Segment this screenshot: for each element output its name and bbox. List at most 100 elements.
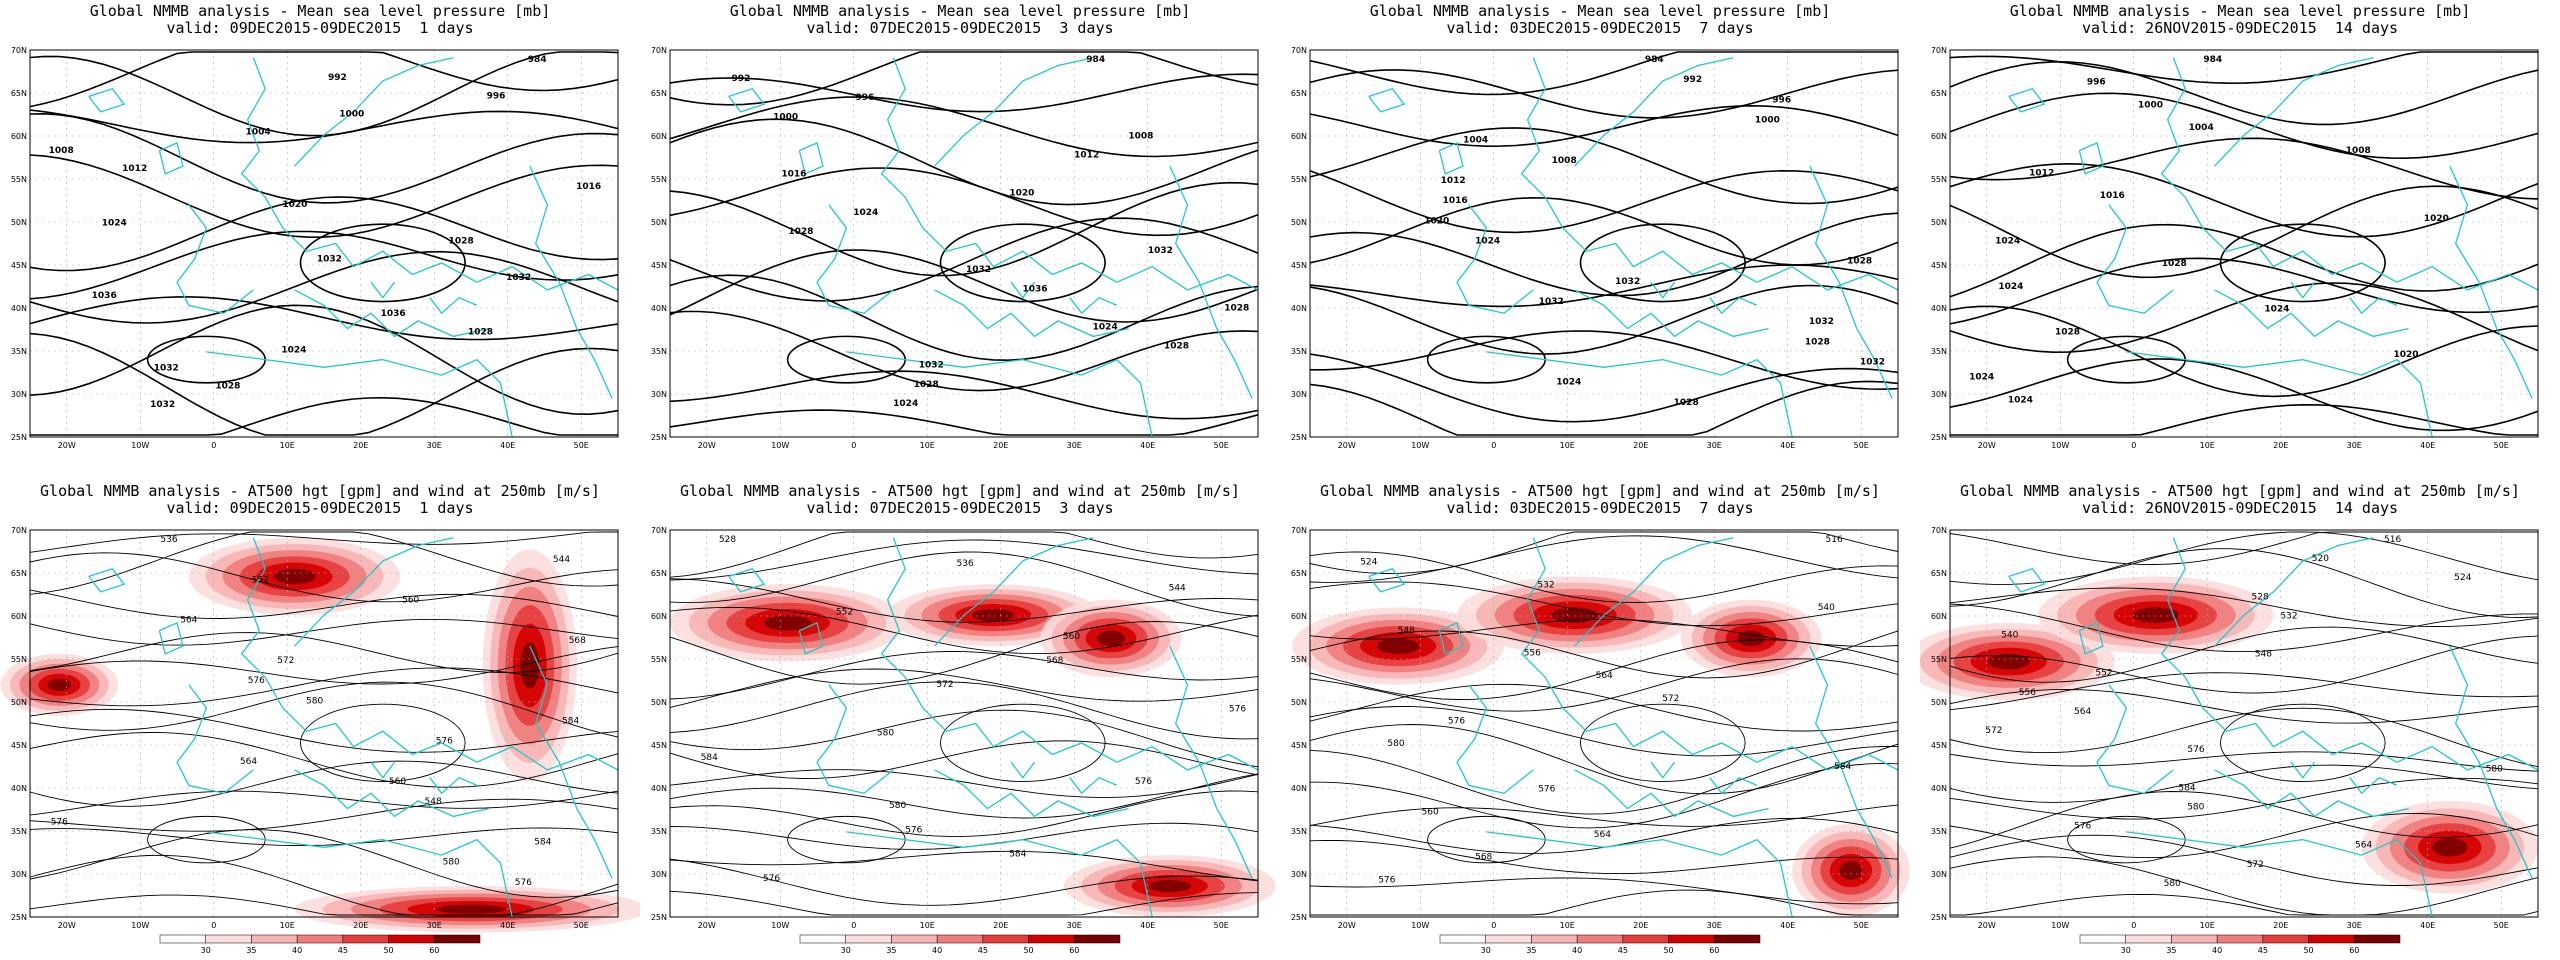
isoline: [1949, 548, 2539, 618]
isoline: [1310, 330, 1899, 391]
lat-tick-label: 30N: [11, 390, 27, 399]
coastline: [529, 645, 613, 879]
isoline: [1309, 746, 1899, 815]
contour-label: 1028: [1674, 398, 1699, 408]
lon-tick-label: 30E: [1067, 921, 1082, 930]
coastline: [2290, 281, 2316, 299]
lat-tick-label: 35N: [651, 827, 667, 836]
isoline: [669, 551, 1259, 617]
contour-label: 580: [2164, 879, 2181, 889]
wind-shade-band: [520, 642, 540, 689]
lon-tick-label: 20W: [58, 921, 76, 930]
lat-tick-label: 65N: [651, 569, 667, 578]
isoline: [669, 217, 1259, 302]
isoline: [29, 827, 619, 846]
lon-tick-label: 10E: [2200, 921, 2215, 930]
coastline: [2449, 645, 2533, 879]
lon-tick-label: 40E: [500, 441, 515, 450]
contour-label: 576: [1135, 777, 1152, 787]
lat-tick-label: 60N: [1291, 132, 1307, 141]
lon-tick-label: 10W: [1411, 921, 1429, 930]
coastline: [1438, 141, 1464, 175]
colorbar-label: 30: [2121, 946, 2131, 955]
coastline: [2214, 537, 2374, 647]
lat-tick-label: 60N: [651, 132, 667, 141]
lon-tick-label: 20E: [2273, 921, 2288, 930]
isoline: [1309, 51, 1898, 96]
lat-tick-label: 40N: [651, 304, 667, 313]
map-frame: [1949, 49, 2539, 438]
isoline: [1309, 104, 1899, 148]
contour-label: 1008: [1552, 156, 1577, 166]
isoline: [1309, 706, 1899, 757]
lon-tick-label: 0: [211, 441, 216, 450]
contour-lines: [1309, 531, 1899, 916]
lat-tick-label: 40N: [1291, 784, 1307, 793]
colorbar-swatch: [1622, 934, 1669, 944]
isoline: [29, 790, 619, 816]
wind-shade-band: [1987, 653, 2030, 670]
isoline: [29, 196, 619, 272]
contour-label: 548: [425, 797, 442, 807]
lon-tick-label: 50E: [1854, 921, 1869, 930]
contour-label: 544: [553, 555, 570, 565]
contour-label: 1004: [246, 128, 271, 138]
contour-label: 1008: [1128, 131, 1153, 141]
lat-tick-label: 25N: [651, 433, 667, 442]
lon-tick-label: 40E: [500, 921, 515, 930]
contour-label: 1032: [966, 265, 991, 275]
contour-label: 584: [701, 753, 718, 763]
isoline: [29, 681, 619, 738]
coastline: [2214, 289, 2409, 338]
lat-axis: 70N 65N 60N 55N 50N 45N 40N 35N 30N 25N: [1291, 46, 1307, 442]
colorbar-swatch: [1576, 934, 1624, 944]
contour-label: 1024: [281, 345, 306, 355]
isoline: [1310, 889, 1898, 916]
isoline: [29, 667, 619, 707]
contour-label: 1028: [215, 382, 240, 392]
isoline: [1309, 169, 1899, 234]
contour-label: 1032: [1539, 297, 1564, 307]
isoline: [669, 96, 1259, 158]
contour-label: 572: [1985, 726, 2002, 736]
isoline: [1949, 834, 2539, 886]
lat-tick-label: 60N: [1931, 612, 1947, 621]
contour-label: 1020: [282, 200, 307, 210]
panel-title: Global NMMB analysis - Mean sea level pr…: [2009, 2, 2471, 20]
coastlines: [1368, 57, 1899, 438]
lat-tick-label: 50N: [1291, 698, 1307, 707]
lon-tick-label: 50E: [1214, 441, 1229, 450]
coastline: [2349, 776, 2398, 795]
colorbar-swatch: [799, 934, 846, 944]
isoline: [1309, 535, 1899, 583]
isoline: [1949, 531, 2539, 585]
wind-shade-band: [1148, 879, 1191, 893]
coastline: [2096, 684, 2174, 794]
wind-shade-band: [1377, 638, 1420, 654]
coastline: [529, 165, 613, 399]
coastline: [2160, 537, 2539, 771]
isoline: [1949, 61, 2539, 126]
isoline-closed: [940, 703, 1106, 783]
map-frame: [1309, 529, 1899, 918]
map-area: 516 524 532 540 548 556 564 572 576 580 584 576 560 5…: [1291, 526, 1910, 930]
lon-axis: 20W 10W 0 10E 20E 30E 40E 50E: [1978, 921, 2509, 930]
contour-label: 984: [1645, 55, 1664, 65]
lon-tick-label: 10E: [280, 441, 295, 450]
lat-tick-label: 25N: [1931, 433, 1947, 442]
hgt-wind-panel: Global NMMB analysis - AT500 hgt [gpm] a…: [1280, 480, 1920, 960]
lon-tick-label: 50E: [1214, 921, 1229, 930]
lon-tick-label: 0: [2131, 441, 2136, 450]
lat-tick-label: 50N: [651, 218, 667, 227]
coastlines: [728, 537, 1259, 918]
isoline: [669, 606, 1259, 655]
contour-label: 1008: [2346, 146, 2371, 156]
wind-shade-band: [273, 568, 316, 585]
isoline-closed: [2219, 223, 2386, 303]
lat-tick-label: 45N: [11, 741, 27, 750]
coastline: [429, 296, 478, 315]
isoline: [29, 894, 619, 916]
panel-valid-date: valid: 26NOV2015-09DEC2015 14 days: [2081, 19, 2399, 37]
lat-tick-label: 25N: [11, 913, 27, 922]
contour-label: 536: [160, 535, 177, 545]
